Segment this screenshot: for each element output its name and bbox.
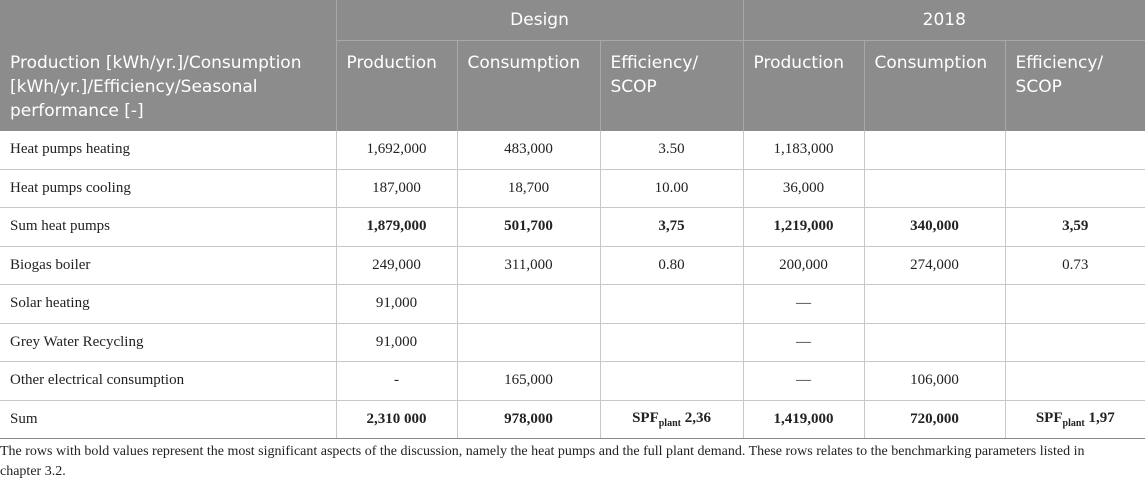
- table-cell: [863, 284, 1006, 324]
- table-cell: 274,000: [863, 246, 1006, 285]
- column-header: Production: [335, 40, 457, 131]
- metric-value: 1,97: [1088, 409, 1115, 426]
- table-cell: 501,700: [456, 207, 600, 247]
- table-cell: [456, 284, 600, 324]
- table-cell: [1004, 323, 1145, 362]
- table-cell: [863, 323, 1006, 362]
- metric-name: SPF: [1035, 409, 1063, 426]
- table-cell: [456, 323, 600, 362]
- table-cell: 249,000: [335, 246, 457, 285]
- column-header: Consumption: [863, 40, 1006, 131]
- header-cell: [0, 0, 336, 41]
- table-cell: 106,000: [863, 361, 1006, 401]
- column-header: Efficiency/ SCOP: [599, 40, 744, 131]
- group-header: Design: [335, 0, 744, 41]
- table-cell: -: [335, 361, 457, 401]
- table-cell: 91,000: [335, 323, 457, 362]
- table-cell: [1004, 131, 1145, 170]
- table-cell: [599, 284, 744, 324]
- table-cell: [1004, 361, 1145, 401]
- group-header: 2018: [742, 0, 1145, 41]
- column-header-row: Production [kWh/yr.]/Consumption [kWh/yr…: [0, 40, 1145, 131]
- table-cell: 10.00: [599, 169, 744, 208]
- table-row: Grey Water Recycling 91,000 —: [0, 323, 1145, 362]
- table-row: Heat pumps cooling 187,000 18,700 10.00 36,0…: [0, 169, 1145, 208]
- table-cell: 483,000: [456, 131, 600, 170]
- table-cell: 720,000: [863, 400, 1006, 439]
- table-cell: 18,700: [456, 169, 600, 208]
- table-cell: 311,000: [456, 246, 600, 285]
- group-header-row: Design 2018: [0, 0, 1145, 41]
- table-cell: 165,000: [456, 361, 600, 401]
- metric-value: 2,36: [684, 409, 711, 426]
- table-cell: 2,310 000: [335, 400, 457, 439]
- footnote: The rows with bold values represent the …: [0, 444, 1085, 479]
- table-cell: 3,75: [599, 207, 744, 247]
- column-header: Production: [742, 40, 865, 131]
- column-header: Consumption: [456, 40, 600, 131]
- table-cell: [599, 323, 744, 362]
- metric-name: SPF: [632, 409, 659, 426]
- table-cell: SPFplant 1,97: [1004, 400, 1145, 439]
- table-cell: 1,419,000: [742, 400, 865, 439]
- metric-subscript: plant: [658, 417, 681, 429]
- table-row: Sum 2,310 000 978,000 SPFplant 2,36 1,419,00…: [0, 400, 1145, 439]
- table-cell: 0.73: [1004, 246, 1145, 285]
- table-cell: 1,692,000: [335, 131, 457, 170]
- row-label: Grey Water Recycling: [0, 323, 336, 362]
- table-cell: 1,219,000: [742, 207, 865, 247]
- table-cell: 3,59: [1004, 207, 1145, 247]
- row-label: Biogas boiler: [0, 246, 336, 285]
- table-body: Heat pumps heating 1,692,000 483,000 3.50 1,…: [0, 131, 1145, 439]
- table-cell: —: [742, 361, 865, 401]
- row-label: Heat pumps heating: [0, 131, 336, 170]
- table-cell: 187,000: [335, 169, 457, 208]
- row-label: Sum: [0, 400, 336, 439]
- table-cell: 200,000: [742, 246, 865, 285]
- table-row: Sum heat pumps 1,879,000 501,700 3,75 1,219,…: [0, 207, 1145, 247]
- row-label: Heat pumps cooling: [0, 169, 336, 208]
- table-cell: [863, 131, 1006, 170]
- table-cell: [1004, 284, 1145, 324]
- table-cell: 1,879,000: [335, 207, 457, 247]
- table-row: Biogas boiler 249,000 311,000 0.80 200,000 27…: [0, 246, 1145, 285]
- table-cell: 3.50: [599, 131, 744, 170]
- row-label-header: Production [kWh/yr.]/Consumption [kWh/yr…: [0, 40, 336, 131]
- table-cell: [1004, 169, 1145, 208]
- table-cell: 0.80: [599, 246, 744, 285]
- metric-subscript: plant: [1062, 417, 1085, 429]
- table-cell: [599, 361, 744, 401]
- table-row: Heat pumps heating 1,692,000 483,000 3.50 1,…: [0, 131, 1145, 170]
- row-label: Other electrical consumption: [0, 361, 336, 401]
- page: Design 2018 Production [kWh/yr.]/Consump…: [0, 0, 1145, 479]
- table-cell: 91,000: [335, 284, 457, 324]
- table-cell: 340,000: [863, 207, 1006, 247]
- table-row: Other electrical consumption -165,000 —106…: [0, 361, 1145, 401]
- table-cell: 36,000: [742, 169, 865, 208]
- table-cell: —: [742, 323, 865, 362]
- row-label: Sum heat pumps: [0, 207, 336, 247]
- data-table: Design 2018 Production [kWh/yr.]/Consump…: [0, 0, 1145, 439]
- table-cell: 1,183,000: [742, 131, 865, 170]
- table-row: Solar heating 91,000 —: [0, 284, 1145, 324]
- table-cell: —: [742, 284, 865, 324]
- row-label: Solar heating: [0, 284, 336, 324]
- table-cell: 978,000: [456, 400, 600, 439]
- column-header: Efficiency/ SCOP: [1004, 40, 1145, 131]
- table-cell: SPFplant 2,36: [599, 400, 744, 439]
- table-cell: [863, 169, 1006, 208]
